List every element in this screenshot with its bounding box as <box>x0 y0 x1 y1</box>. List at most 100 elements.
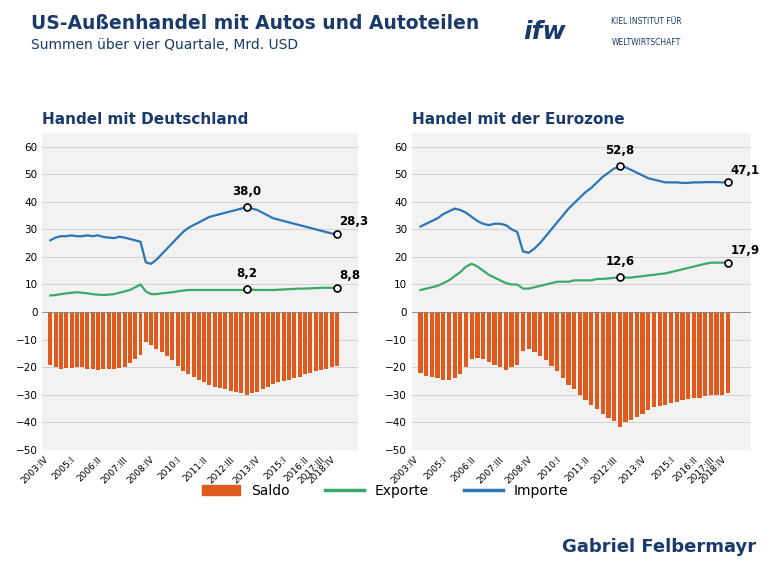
Bar <box>424 312 428 376</box>
Bar <box>64 312 69 368</box>
Bar <box>159 312 164 352</box>
Bar <box>544 312 548 361</box>
Text: Quelle:: Quelle: <box>10 535 49 546</box>
Bar <box>250 312 254 394</box>
Bar <box>245 312 249 395</box>
Text: 47,1: 47,1 <box>731 164 760 177</box>
Bar <box>663 312 668 404</box>
Text: 38,0: 38,0 <box>232 185 261 197</box>
Bar <box>80 312 84 368</box>
Text: WELTWIRTSCHAFT: WELTWIRTSCHAFT <box>611 38 681 47</box>
Bar <box>303 312 307 374</box>
Bar <box>715 312 718 395</box>
Text: BEA. IfW-Schätzungen auf Basis der ersten: BEA. IfW-Schätzungen auf Basis der erste… <box>47 535 256 546</box>
Bar <box>561 312 565 379</box>
Bar <box>239 312 243 394</box>
Bar <box>102 312 105 369</box>
Bar <box>589 312 594 404</box>
Bar <box>641 312 644 414</box>
Bar <box>686 312 690 399</box>
Bar <box>595 312 599 409</box>
Bar <box>229 312 233 391</box>
Bar <box>287 312 291 380</box>
Text: 12,6: 12,6 <box>605 254 634 268</box>
Bar <box>117 312 122 368</box>
Bar <box>726 312 730 394</box>
Bar <box>223 312 227 389</box>
Bar <box>527 312 531 349</box>
Bar <box>91 312 95 369</box>
Bar <box>698 312 701 398</box>
Bar <box>538 312 542 356</box>
Bar <box>282 312 286 381</box>
Bar <box>515 312 520 365</box>
Bar <box>430 312 434 377</box>
Bar <box>634 312 639 417</box>
Bar <box>652 312 656 407</box>
Bar <box>59 312 63 369</box>
Text: 8,8: 8,8 <box>340 269 360 282</box>
Bar <box>532 312 537 352</box>
Bar <box>144 312 148 342</box>
Text: KIEL INSTITUT FÜR: KIEL INSTITUT FÜR <box>611 17 682 26</box>
Bar <box>669 312 673 403</box>
Bar <box>112 312 116 369</box>
Bar <box>186 312 190 374</box>
Bar <box>319 312 323 370</box>
Bar <box>441 312 445 380</box>
Bar <box>107 312 111 369</box>
Bar <box>271 312 275 384</box>
Bar <box>584 312 588 400</box>
Bar <box>691 312 696 398</box>
Bar <box>197 312 201 380</box>
Bar <box>176 312 179 366</box>
Text: US-Außenhandel mit Autos und Autoteilen: US-Außenhandel mit Autos und Autoteilen <box>31 14 479 33</box>
Bar <box>646 312 651 410</box>
Bar <box>703 312 708 396</box>
Bar <box>149 312 153 345</box>
Text: Handel mit der Eurozone: Handel mit der Eurozone <box>412 113 624 128</box>
Bar <box>335 312 339 366</box>
Bar <box>234 312 238 392</box>
Bar <box>133 312 137 359</box>
Bar <box>549 312 554 366</box>
Bar <box>555 312 559 372</box>
Bar <box>418 312 423 373</box>
Bar <box>464 312 468 368</box>
Bar <box>165 312 169 356</box>
Text: 52,8: 52,8 <box>605 144 634 157</box>
Bar <box>139 312 142 355</box>
Text: Handel mit Deutschland: Handel mit Deutschland <box>42 113 249 128</box>
Bar <box>606 312 611 418</box>
Bar <box>85 312 89 369</box>
Text: Gabriel Felbermayr: Gabriel Felbermayr <box>562 538 757 556</box>
Text: 8,2: 8,2 <box>236 267 257 280</box>
Bar <box>629 312 633 419</box>
Bar <box>567 312 571 385</box>
Bar <box>218 312 222 388</box>
Text: 17,9: 17,9 <box>731 244 760 257</box>
Bar <box>720 312 725 395</box>
Bar <box>618 312 622 426</box>
Bar <box>458 312 463 374</box>
Bar <box>492 312 497 365</box>
Bar <box>612 312 616 421</box>
Bar <box>470 312 474 359</box>
Bar <box>572 312 577 389</box>
Bar <box>293 312 296 379</box>
Bar <box>436 312 440 379</box>
Bar <box>680 312 685 400</box>
Bar <box>447 312 451 380</box>
Bar <box>203 312 206 383</box>
Legend: Saldo, Exporte, Importe: Saldo, Exporte, Importe <box>196 478 574 504</box>
Bar <box>155 312 159 349</box>
Bar <box>313 312 317 372</box>
Text: 28,3: 28,3 <box>340 215 369 228</box>
Bar <box>308 312 313 373</box>
Bar <box>481 312 485 359</box>
Bar <box>708 312 713 395</box>
Bar <box>255 312 259 392</box>
Bar <box>276 312 280 383</box>
Bar <box>504 312 508 370</box>
Bar <box>213 312 217 387</box>
